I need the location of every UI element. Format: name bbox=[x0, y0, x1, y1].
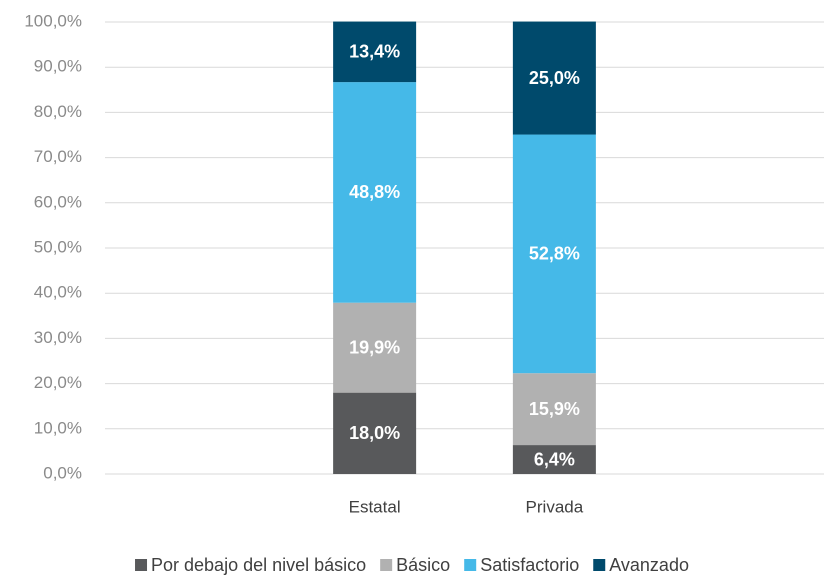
data-label: 15,9% bbox=[529, 399, 580, 419]
data-label: 48,8% bbox=[349, 182, 400, 202]
bar-segment bbox=[333, 392, 417, 474]
data-label: 52,8% bbox=[529, 244, 580, 264]
bar-segment bbox=[333, 21, 417, 83]
legend-label: Avanzado bbox=[609, 555, 689, 575]
bar-segment bbox=[333, 82, 417, 303]
legend-label: Satisfactorio bbox=[480, 555, 579, 575]
data-label: 6,4% bbox=[534, 449, 575, 469]
data-label: 13,4% bbox=[349, 42, 400, 62]
x-tick-label: Estatal bbox=[349, 497, 401, 516]
legend-label: Básico bbox=[396, 555, 450, 575]
y-tick-label: 90,0% bbox=[34, 57, 82, 76]
y-tick-label: 70,0% bbox=[34, 147, 82, 166]
bar-segment bbox=[512, 445, 596, 474]
y-tick-label: 60,0% bbox=[34, 192, 82, 211]
y-tick-label: 0,0% bbox=[43, 463, 82, 482]
y-tick-label: 40,0% bbox=[34, 283, 82, 302]
data-label: 19,9% bbox=[349, 337, 400, 357]
bar-segment bbox=[512, 373, 596, 446]
bar-segment bbox=[512, 134, 596, 374]
legend-swatch bbox=[135, 559, 148, 571]
y-tick-label: 80,0% bbox=[34, 102, 82, 121]
data-label: 18,0% bbox=[349, 423, 400, 443]
x-tick-label: Privada bbox=[526, 497, 584, 516]
y-tick-label: 20,0% bbox=[34, 373, 82, 392]
legend-swatch bbox=[464, 559, 477, 571]
bar-segment bbox=[333, 302, 417, 393]
y-tick-label: 100,0% bbox=[24, 11, 82, 30]
legend-label: Por debajo del nivel básico bbox=[151, 555, 366, 575]
legend-swatch bbox=[380, 559, 393, 571]
y-tick-label: 50,0% bbox=[34, 237, 82, 256]
bar-segment bbox=[512, 21, 596, 135]
data-label: 25,0% bbox=[529, 68, 580, 88]
y-tick-label: 10,0% bbox=[34, 418, 82, 437]
y-tick-label: 30,0% bbox=[34, 328, 82, 347]
legend-swatch bbox=[593, 559, 606, 571]
